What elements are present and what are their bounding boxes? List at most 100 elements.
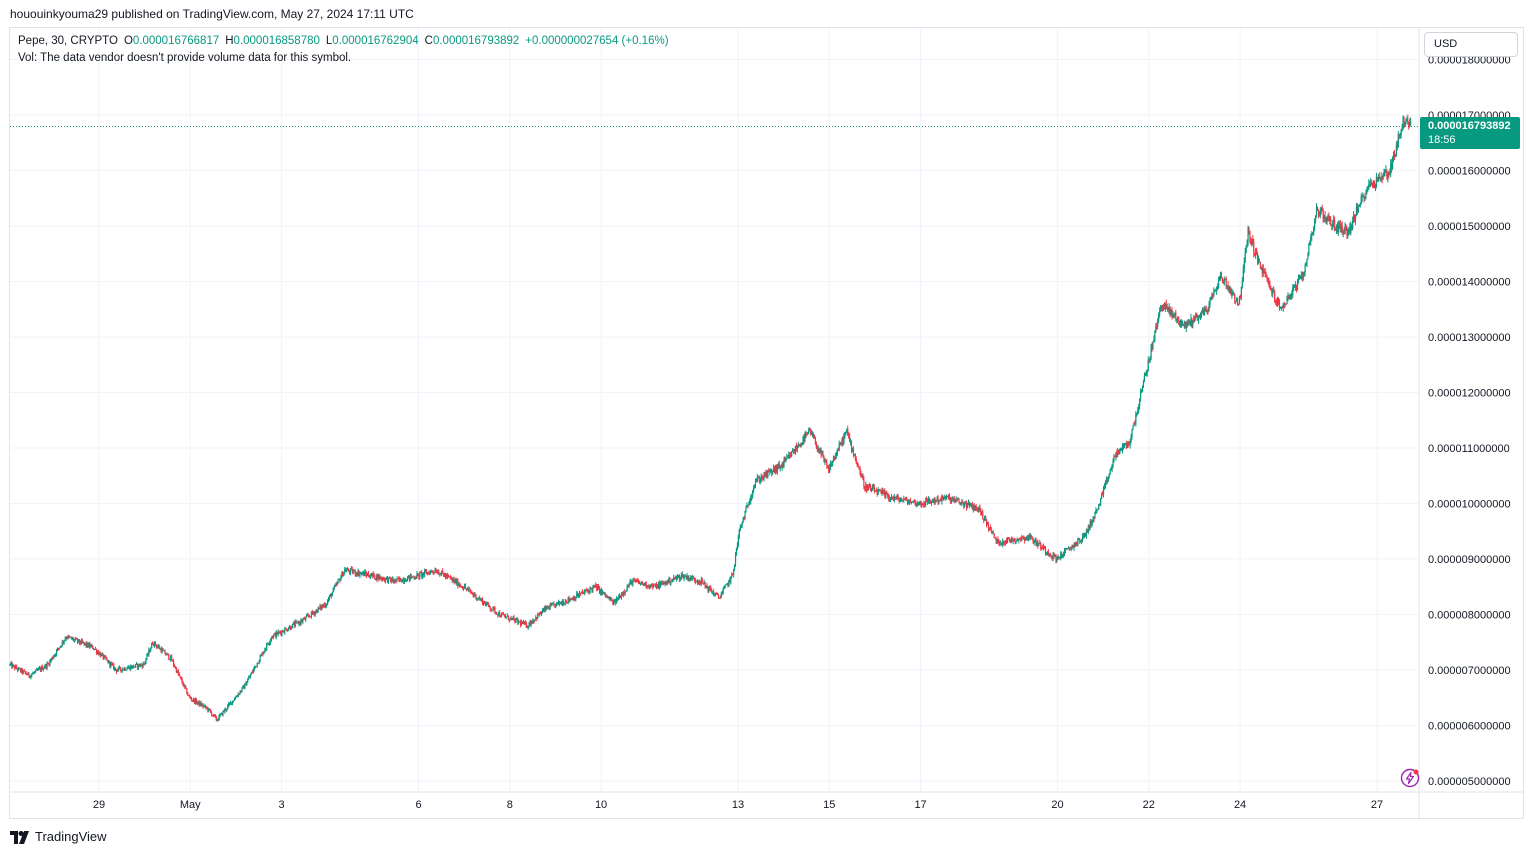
candle-body: [935, 500, 937, 502]
candle-body: [1281, 307, 1283, 309]
candle: [934, 497, 936, 505]
candle: [1368, 179, 1370, 190]
candle-body: [990, 529, 992, 532]
candle: [927, 497, 929, 505]
tradingview-logo[interactable]: TradingView: [10, 829, 107, 845]
candle: [542, 607, 545, 613]
candle: [1259, 261, 1262, 270]
candle: [51, 657, 53, 662]
candle-body: [1043, 546, 1046, 548]
candle: [892, 495, 894, 502]
legend-o-label: O: [123, 35, 133, 47]
candle-body: [110, 663, 112, 667]
candle: [1167, 306, 1169, 313]
candle-body: [449, 577, 451, 579]
candle: [604, 592, 606, 598]
candle-body: [681, 574, 683, 576]
candle-body: [35, 669, 37, 672]
candle-body: [74, 639, 76, 641]
legend-symbol[interactable]: Pepe, 30, CRYPTO: [18, 35, 118, 47]
candle-body: [19, 668, 22, 672]
candle-body: [945, 496, 947, 500]
candle: [1356, 203, 1359, 215]
candle-body: [1010, 539, 1012, 543]
chart-frame[interactable]: [9, 27, 1524, 819]
candle: [746, 502, 748, 508]
candle: [832, 455, 835, 463]
candle: [70, 637, 72, 639]
candle-body: [220, 713, 222, 715]
candle: [1123, 442, 1126, 449]
candle-body: [94, 648, 97, 650]
candle-body: [407, 575, 410, 578]
candle: [1146, 369, 1148, 377]
candle: [1360, 193, 1362, 205]
candle-body: [213, 714, 216, 716]
candle: [930, 500, 933, 506]
candle-body: [1022, 537, 1024, 539]
candle-body: [564, 600, 566, 604]
candle: [1071, 544, 1073, 550]
candle-body: [267, 643, 269, 645]
candle: [907, 498, 910, 505]
candle-body: [66, 637, 68, 639]
candle-body: [375, 575, 377, 579]
candle-body: [195, 699, 197, 704]
candle-body: [350, 568, 352, 570]
candle-body: [1076, 541, 1078, 545]
candle: [149, 648, 151, 654]
candle-body: [882, 490, 884, 494]
candle-body: [918, 503, 920, 505]
candle-body: [967, 502, 970, 504]
candle: [184, 684, 186, 690]
candle: [305, 616, 307, 623]
candle: [702, 582, 704, 585]
candle: [721, 590, 723, 596]
lightning-bolt-icon[interactable]: [1400, 768, 1420, 788]
candle-body: [755, 480, 758, 482]
candle-body: [1132, 426, 1134, 430]
candle-body: [360, 572, 362, 574]
candle-body: [273, 633, 275, 635]
candle: [193, 698, 196, 705]
candle: [836, 448, 838, 457]
candle-body: [634, 579, 636, 581]
candle: [360, 571, 362, 575]
candle-body: [1236, 298, 1238, 302]
candle: [390, 577, 392, 584]
candle: [622, 590, 624, 598]
candle: [864, 486, 866, 492]
candle: [505, 616, 507, 619]
candle-body: [1030, 535, 1032, 538]
candle-body: [139, 664, 141, 667]
candle-body: [598, 587, 601, 594]
currency-button[interactable]: USD: [1424, 32, 1518, 57]
candle-body: [790, 455, 792, 457]
candle: [381, 576, 383, 582]
candle: [327, 596, 330, 603]
candle: [126, 666, 128, 671]
candle: [1379, 176, 1381, 182]
candle-body: [288, 626, 291, 629]
candle: [1105, 476, 1107, 485]
candle: [172, 658, 175, 668]
tradingview-brand-text: TradingView: [35, 829, 107, 844]
time-tick-label: 3: [279, 799, 285, 811]
candle: [120, 669, 122, 674]
candle-body: [934, 500, 936, 503]
candle-body: [390, 579, 392, 582]
candle-body: [1338, 224, 1340, 226]
candle: [877, 486, 879, 495]
candle: [88, 641, 90, 648]
candle-body: [706, 585, 708, 588]
candle: [385, 576, 388, 580]
candle: [1302, 272, 1304, 281]
candle: [1101, 492, 1103, 500]
candle-body: [744, 511, 746, 520]
candle: [260, 654, 262, 657]
candle: [60, 645, 62, 648]
candle: [1187, 318, 1189, 327]
candle-body: [823, 455, 825, 462]
candle-body: [1170, 309, 1172, 314]
